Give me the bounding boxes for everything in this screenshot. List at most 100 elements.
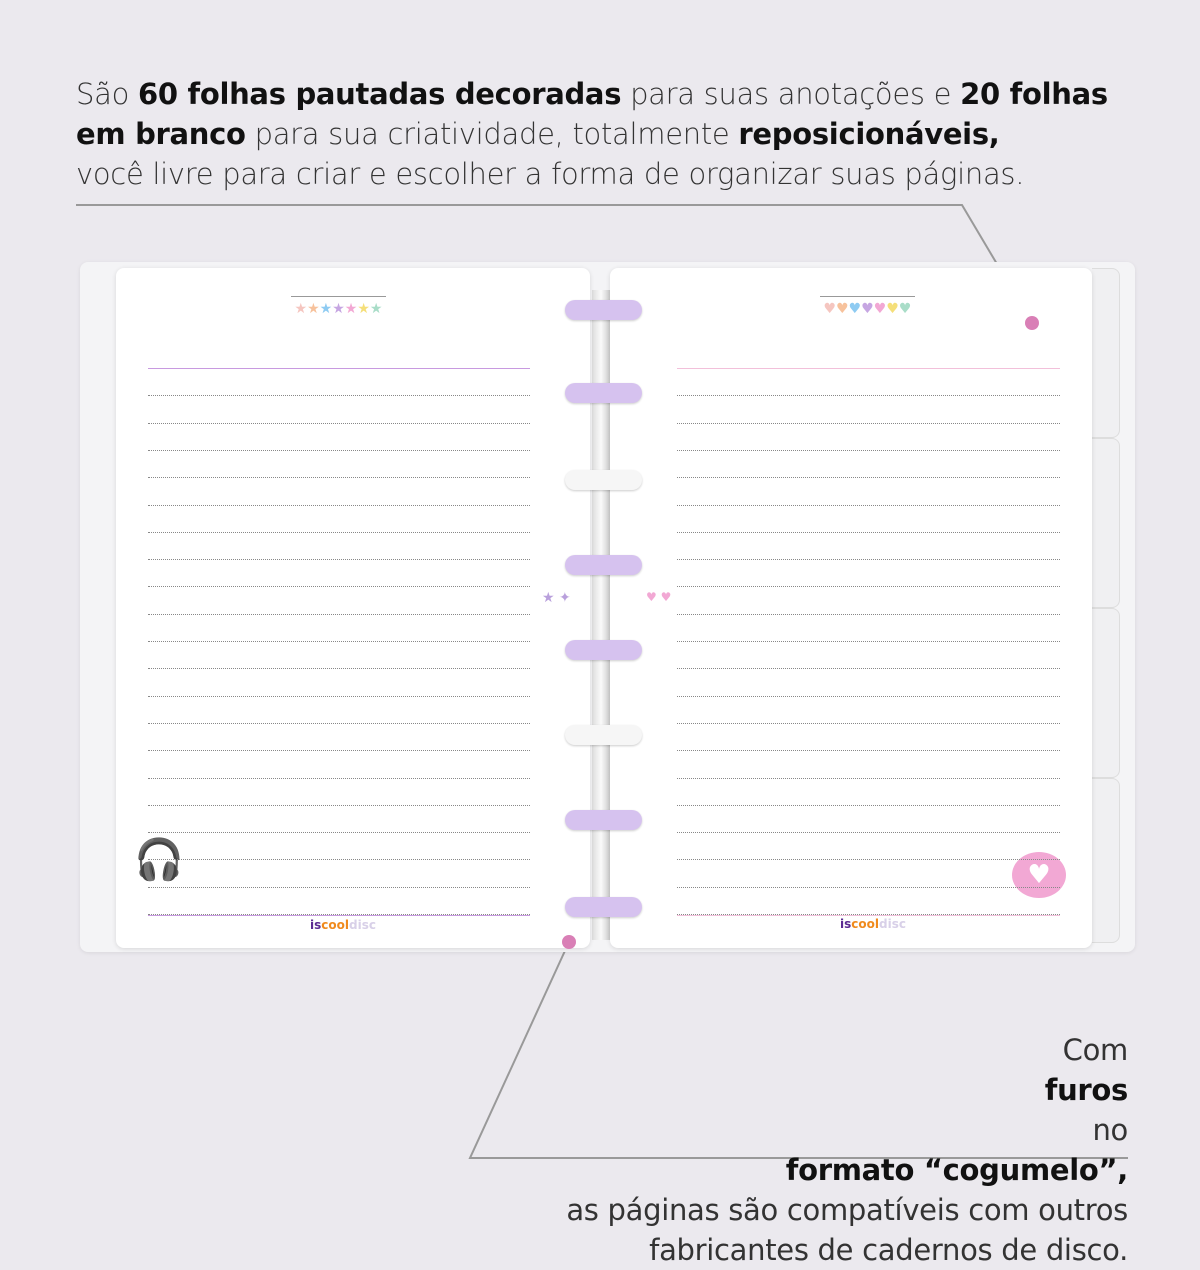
ruled-line — [677, 559, 1060, 561]
weekday-D: ♥ — [823, 301, 837, 317]
ruled-line — [677, 777, 1060, 779]
ruled-line — [677, 804, 1060, 806]
header-line — [291, 296, 386, 297]
text: Com — [1062, 1033, 1129, 1067]
weekday-S: ♥ — [898, 301, 912, 317]
callout-dot-bottom — [562, 935, 576, 949]
stars-decoration: ★ ✦ — [542, 590, 571, 606]
ruled-line — [148, 695, 530, 697]
ruled-line — [677, 750, 1060, 752]
disc-ring — [565, 810, 642, 830]
ruled-line — [148, 777, 530, 779]
footnote-text: Com furos no formato “cogumelo”, as pági… — [428, 1030, 1128, 1270]
ruled-line — [677, 832, 1060, 834]
text-bold: furos — [1044, 1073, 1129, 1107]
ruled-line — [677, 477, 1060, 479]
headline-text: São 60 folhas pautadas decoradas para su… — [76, 74, 1156, 194]
weekday-Q: ♥ — [861, 301, 874, 317]
right-page: ♥♥♥♥♥♥♥ ♥ iscooldisc — [610, 268, 1092, 948]
ruled-line — [677, 613, 1060, 615]
ruled-line — [677, 586, 1060, 588]
text-bold: 60 folhas pautadas decoradas — [137, 77, 622, 111]
ruled-line — [148, 613, 530, 615]
weekday-Q: ♥ — [873, 301, 887, 317]
ruled-line — [148, 886, 530, 888]
weekday-stars: ★★★★★★★ — [281, 296, 396, 317]
disc-ring — [565, 555, 642, 575]
text-bold: formato “cogumelo”, — [785, 1153, 1129, 1187]
divider-tab — [1092, 438, 1120, 608]
logo-part: is — [310, 918, 322, 932]
hearts-decoration: ♥ ♥ — [646, 590, 672, 604]
text-bold: 20 folhas — [960, 77, 1108, 111]
logo: iscooldisc — [310, 918, 376, 932]
weekday-S: ♥ — [886, 301, 899, 317]
left-page: ★★★★★★★ 🎧 iscooldisc — [116, 268, 590, 948]
binding-spine — [592, 290, 610, 940]
ruled-line — [148, 477, 530, 479]
logo-part: cool — [851, 917, 879, 931]
logo-part: disc — [348, 918, 376, 932]
ruled-line — [677, 504, 1060, 506]
weekday-S: ★ — [369, 301, 383, 317]
ruled-line — [148, 859, 530, 861]
ruled-line — [677, 722, 1060, 724]
header-line — [820, 296, 915, 297]
divider-tab — [1092, 608, 1120, 778]
ruled-line — [148, 804, 530, 806]
weekday-Q: ★ — [332, 301, 345, 317]
disc-ring — [565, 725, 642, 745]
weekday-hearts: ♥♥♥♥♥♥♥ — [810, 296, 925, 317]
text: você livre para criar e escolher a forma… — [76, 157, 1025, 191]
ruled-line — [677, 668, 1060, 670]
text: São — [76, 77, 138, 111]
weekday-Q: ★ — [344, 301, 358, 317]
ruled-line — [677, 859, 1060, 861]
logo-part: disc — [878, 917, 906, 931]
ruled-line — [677, 449, 1060, 451]
ruled-line — [677, 914, 1060, 915]
weekday-D: ★ — [294, 301, 308, 317]
ruled-line — [148, 915, 530, 916]
callout-line-bottom — [468, 941, 1128, 1159]
ruled-line — [148, 668, 530, 670]
disc-ring — [565, 640, 642, 660]
ruled-line — [148, 395, 530, 397]
text: para sua criatividade, totalmente — [245, 117, 739, 151]
ruled-line — [677, 695, 1060, 697]
ruled-line — [148, 750, 530, 752]
weekday-T: ★ — [319, 301, 333, 317]
text: as páginas são compatíveis com outros — [566, 1193, 1128, 1227]
ruled-line — [148, 722, 530, 724]
callout-dot-top — [1025, 316, 1039, 330]
ruled-line — [677, 886, 1060, 888]
ruled-line — [148, 914, 530, 915]
ruled-line — [677, 641, 1060, 642]
weekday-T: ♥ — [848, 301, 862, 317]
disc-ring — [565, 897, 642, 917]
logo-part: is — [840, 917, 852, 931]
weekday-S: ♥ — [836, 301, 849, 317]
ruled-line — [677, 531, 1060, 533]
ruled-line — [677, 368, 1060, 369]
logo: iscooldisc — [840, 917, 906, 931]
ruled-line — [148, 586, 530, 588]
logo-part: cool — [321, 918, 349, 932]
text-bold: reposicionáveis, — [738, 117, 1000, 151]
ruled-line — [148, 832, 530, 834]
weekday-S: ★ — [307, 301, 320, 317]
weekday-S: ★ — [357, 301, 370, 317]
text-bold: em branco — [76, 117, 246, 151]
disc-ring — [565, 383, 642, 403]
ruled-line — [148, 641, 530, 642]
divider-tab — [1092, 778, 1120, 943]
ruled-line — [148, 449, 530, 451]
ruled-line — [148, 559, 530, 561]
text: no — [1092, 1113, 1128, 1147]
text: para suas anotações e — [621, 77, 961, 111]
ruled-line — [148, 422, 530, 424]
ruled-line — [677, 422, 1060, 424]
ruled-line — [148, 531, 530, 533]
text: fabricantes de cadernos de disco. — [649, 1233, 1128, 1267]
ruled-line — [148, 504, 530, 506]
